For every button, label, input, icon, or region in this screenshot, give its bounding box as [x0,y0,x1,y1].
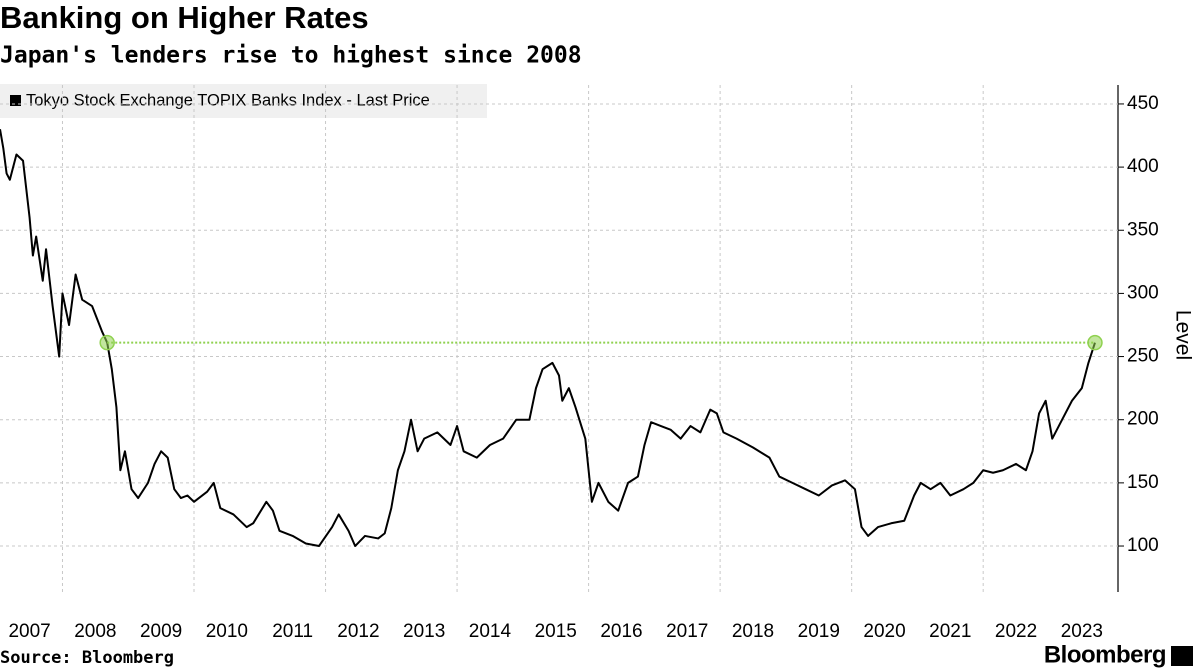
y-tick-label: 400 [1127,156,1159,177]
x-tick-label: 2010 [206,621,248,642]
x-tick-label: 2014 [469,621,512,642]
legend-label: Tokyo Stock Exchange TOPIX Banks Index -… [26,91,430,109]
x-tick-label: 2017 [666,621,708,642]
x-tick-label: 2016 [600,621,642,642]
brand: Bloomberg [1044,641,1166,668]
x-tick-label: 2023 [1061,621,1103,642]
x-tick-label: 2007 [8,621,50,642]
source: Source: Bloomberg [0,648,174,668]
legend-box [0,84,487,118]
x-tick-label: 2008 [74,621,116,642]
y-tick-label: 200 [1127,409,1159,430]
x-tick-label: 2018 [732,621,774,642]
y-tick-label: 250 [1127,346,1159,367]
x-tick-label: 2012 [337,621,379,642]
x-tick-label: 2021 [929,621,971,642]
highlight-marker [1087,334,1103,351]
x-tick-label: 2013 [403,621,445,642]
chart-title: Banking on Higher Rates [0,0,369,35]
x-tick-label: 2019 [798,621,840,642]
y-tick-label: 300 [1127,282,1159,303]
line [0,129,1096,548]
y-tick-label: 350 [1127,219,1159,240]
x-tick-label: 2022 [995,621,1037,642]
y-tick-label: 150 [1127,472,1159,493]
y-tick-label: 100 [1127,535,1159,556]
y-axis-label: Level [1171,310,1194,360]
chart-subtitle: Japan's lenders rise to highest since 20… [0,43,582,69]
x-tick-label: 2015 [535,621,577,642]
legend-swatch [10,95,21,106]
brand-icon [1171,646,1193,666]
x-tick-label: 2009 [140,621,182,642]
x-tick-label: 2011 [272,621,313,642]
highlight-marker [99,334,115,351]
x-tick-label: 2020 [863,621,905,642]
y-tick-label: 450 [1127,93,1159,114]
